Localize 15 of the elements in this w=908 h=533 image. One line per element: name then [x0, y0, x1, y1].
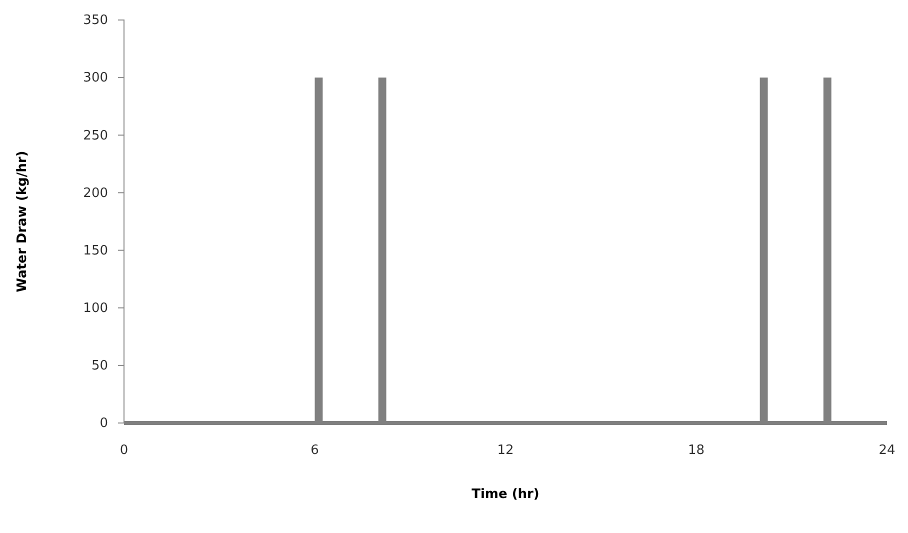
x-tick-label: 0: [120, 443, 128, 458]
x-tick-label: 12: [497, 443, 514, 458]
x-tick-label: 6: [310, 443, 319, 458]
x-tick-label: 18: [688, 443, 705, 458]
y-tick-label: 200: [83, 186, 108, 201]
y-tick-label: 50: [91, 358, 108, 374]
y-tick-label: 150: [83, 243, 108, 258]
y-tick-label: 350: [83, 13, 108, 28]
y-tick-label: 0: [100, 416, 108, 432]
y-axis-title: Water Draw (kg/hr): [15, 150, 30, 292]
x-tick-label: 24: [878, 443, 896, 458]
x-axis-title: Time (hr): [472, 487, 540, 502]
y-tick-label: 300: [83, 70, 108, 86]
y-tick-label: 250: [83, 128, 108, 144]
y-tick-label: 100: [83, 301, 108, 316]
